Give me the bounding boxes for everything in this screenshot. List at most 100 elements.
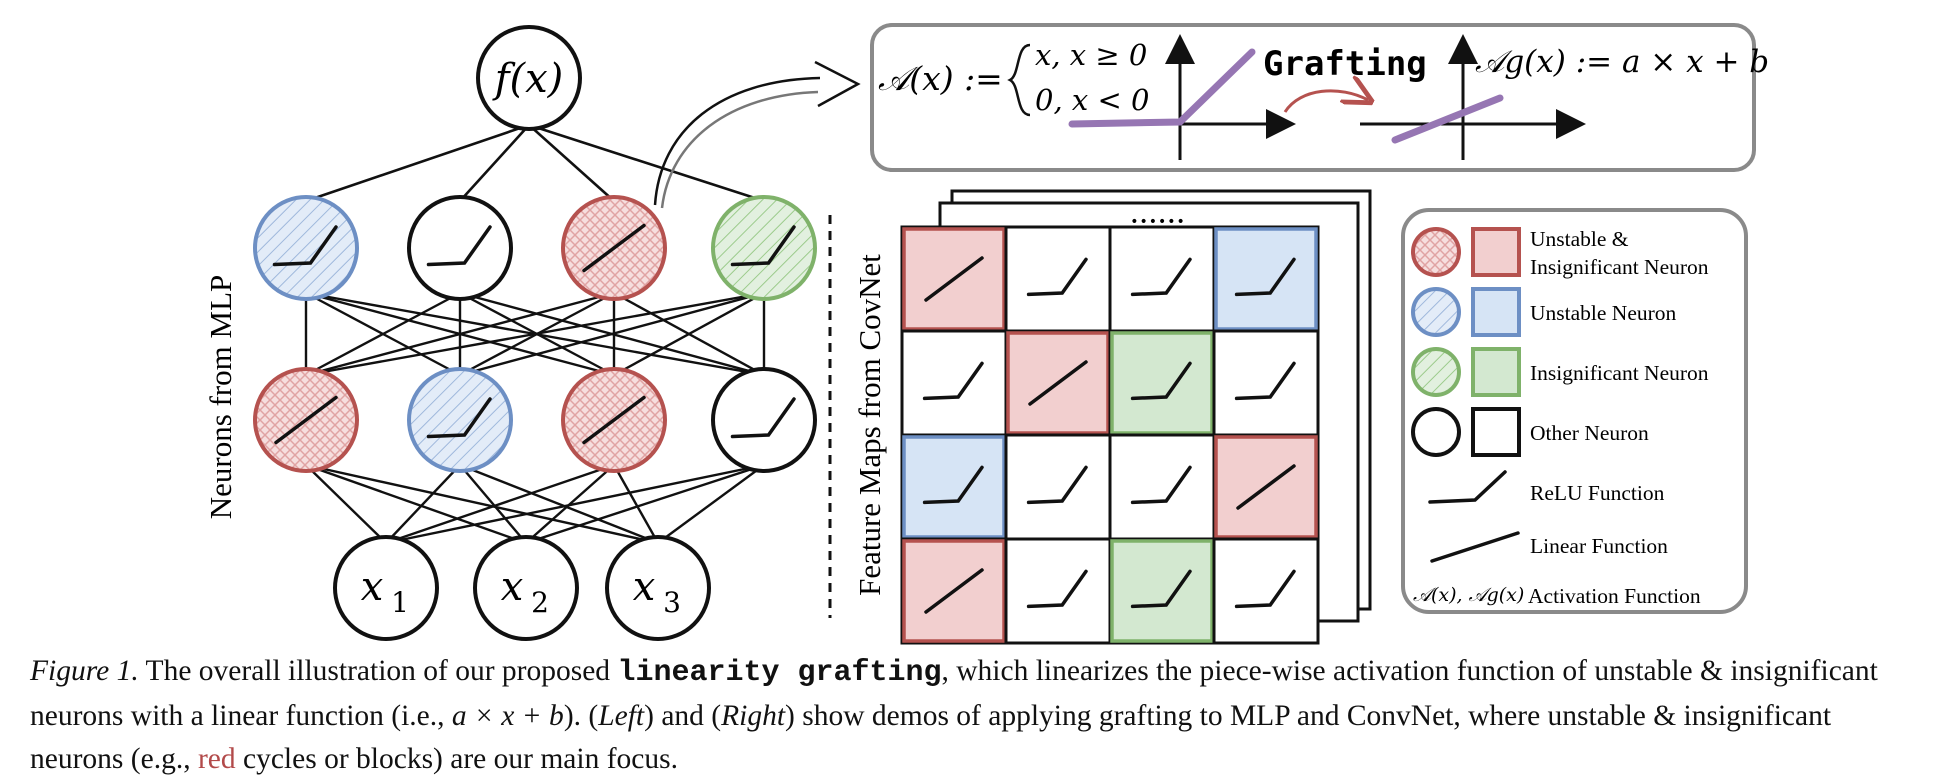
figure-diagram: f(x) x 1 x 2 x 3 Neurons from MLP 𝒜(x) :… [203,23,1769,645]
caption-text-1: The overall illustration of our proposed [138,655,618,687]
relu-function-icon [1130,257,1192,297]
linear-function-icon [924,256,984,302]
output-label: f(x) [492,56,564,102]
relu-function-icon [426,225,492,267]
caption-math: a × x + b [451,700,564,732]
legend-label: Insignificant Neuron [1530,361,1709,385]
grafting-label: Grafting [1263,44,1427,84]
input-neuron-3: x 3 [605,535,711,641]
linear-function-icon [924,568,984,614]
figure-caption: Figure 1. The overall illustration of ou… [30,650,1925,781]
legend-item: 𝒜(x), 𝒜g(x) Activation Function [1413,584,1701,608]
feature-map-cell [1108,225,1216,333]
activation-definition: 𝒜(x) := [878,59,1003,98]
feature-map-cell [900,433,1008,541]
feature-map-cell [900,537,1008,645]
legend-item: Other Neuron [1411,407,1649,457]
feature-map-cell [1212,433,1320,541]
caption-red-word: red [197,743,236,775]
relu-function-icon [922,465,984,505]
legend-square-icon [1471,227,1521,277]
relu-plot [1068,34,1296,160]
feature-map-cell [1108,537,1216,645]
hidden-neuron-bottom-4 [711,367,817,473]
input-2-label: x [501,564,524,610]
legend-circle-icon [1411,227,1461,277]
input-1-label: x [361,564,384,610]
relu-function-icon [1130,465,1192,505]
relu-function-icon [730,225,796,267]
legend-circle-icon [1411,347,1461,397]
legend-panel: Unstable & Insignificant Neuron Unstable N… [1401,208,1748,614]
caption-text-4: ) and ( [644,700,722,732]
convnet-side-label: Feature Maps from CovNet [852,254,887,596]
feature-map-cell [1212,537,1320,645]
relu-function-icon [1026,465,1088,505]
relu-function-icon [1234,569,1296,609]
caption-text-5: ) show demos of applying grafting to MLP… [30,700,1832,775]
relu-function-icon [272,225,338,267]
caption-code: linearity grafting [617,656,942,690]
legend-item: ReLU Function [1428,470,1665,505]
linear-function-icon [1028,360,1088,406]
caption-right: Right [721,700,786,732]
relu-function-icon [1026,257,1088,297]
hidden-neuron-bottom-2 [407,367,513,473]
input-neuron-1: x 1 [333,535,439,641]
legend-label: Unstable & [1530,227,1629,251]
legend-item: Unstable & Insignificant Neuron [1411,227,1709,279]
legend-item: Unstable Neuron [1411,287,1677,337]
feature-map-cell [1108,433,1216,541]
hidden-neuron-bottom-1 [253,367,359,473]
linear-function-icon [1430,531,1520,563]
feature-map-cell [900,329,1008,437]
feature-map-grid [900,225,1320,645]
output-neuron: f(x) [476,25,582,131]
legend-item: Insignificant Neuron [1411,347,1709,397]
legend-label: ReLU Function [1530,481,1665,505]
feature-map-cell [1108,329,1216,437]
feature-map-cell [1004,329,1112,437]
feature-map-cell [1212,225,1320,333]
relu-function-icon [730,397,796,439]
legend-circle-icon [1411,407,1461,457]
legend-square-icon [1471,407,1521,457]
input-neuron-2: x 2 [473,535,579,641]
legend-label: Insignificant Neuron [1530,255,1709,279]
caption-text-2: , which linearizes the piece-wise activa… [30,655,1878,732]
caption-text-3: ). ( [563,700,599,732]
hidden-neuron-top-3 [561,195,667,301]
relu-function-icon [1234,257,1296,297]
legend-item: Linear Function [1430,531,1668,563]
linear-function-icon [582,223,646,273]
case-positive: x, x ≥ 0 [1035,38,1147,72]
feature-map-cell [1004,225,1112,333]
input-2-sub: 2 [531,586,549,619]
hidden-neuron-bottom-3 [561,367,667,473]
relu-function-icon [1234,361,1296,401]
caption-text-6: cycles or blocks) are our main focus. [235,743,678,775]
feature-map-cell [1004,433,1112,541]
feature-map-cell [1212,329,1320,437]
feature-map-cell [1004,537,1112,645]
legend-square-icon [1471,287,1521,337]
relu-function-icon [1130,569,1192,609]
grafted-definition: 𝒜g(x) := a × x + b [1475,44,1769,80]
legend-label: Unstable Neuron [1530,301,1677,325]
linear-function-icon [1236,464,1296,510]
legend-circle-icon [1411,287,1461,337]
caption-label: Figure 1. [30,655,139,687]
linear-function-icon [274,395,338,445]
relu-function-icon [922,361,984,401]
relu-function-icon [1026,569,1088,609]
mlp-side-label: Neurons from MLP [203,275,238,520]
grafting-panel: 𝒜(x) := x, x ≥ 0 0, x < 0 Grafting 𝒜g(x)… [870,23,1769,172]
grafting-arrow-icon [1283,91,1368,113]
legend-label: Linear Function [1530,534,1668,558]
relu-function-icon [1130,361,1192,401]
caption-left: Left [598,700,645,732]
hidden-neuron-top-2 [407,195,513,301]
legend-label: Other Neuron [1530,421,1649,445]
hidden-neuron-top-4 [711,195,817,301]
legend-label: Activation Function [1528,584,1701,608]
